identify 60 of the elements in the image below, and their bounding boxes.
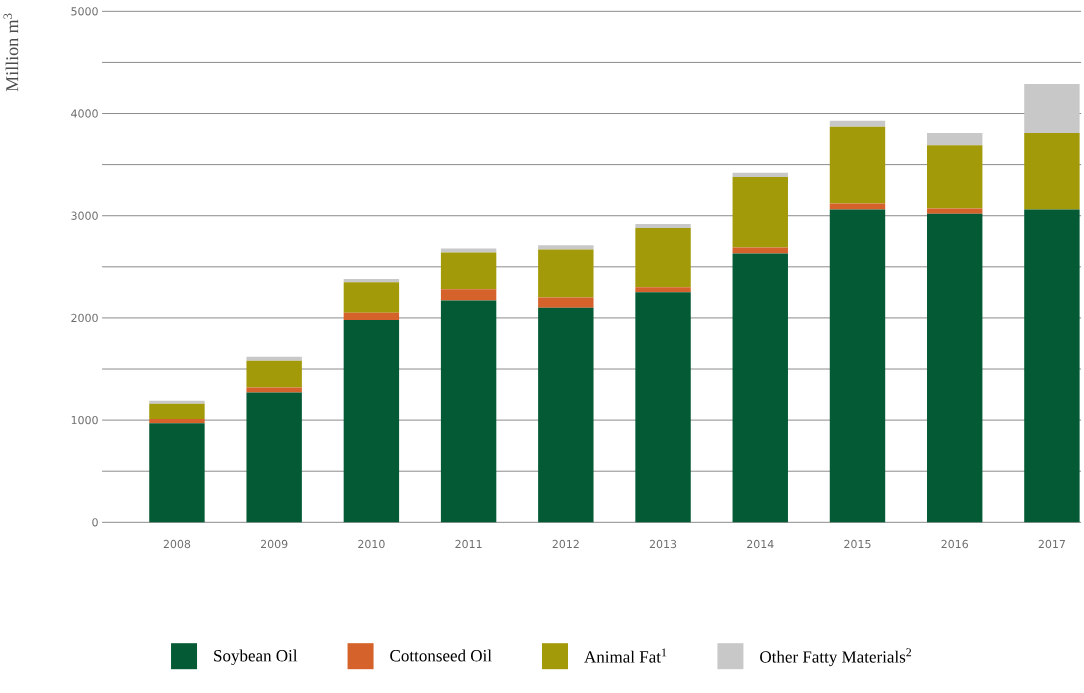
- bar: [246, 356, 302, 361]
- bar: [343, 319, 400, 523]
- bar: [732, 253, 788, 523]
- x-tick-label: 2017: [1038, 539, 1065, 549]
- bar: [829, 126, 886, 204]
- x-tick-label: 2015: [844, 539, 871, 549]
- bar: [1024, 209, 1080, 523]
- bar: [538, 297, 594, 308]
- bar: [343, 279, 400, 283]
- x-tick-label: 2008: [163, 539, 191, 549]
- bar: [829, 203, 886, 210]
- x-tick-label: 2016: [941, 539, 968, 549]
- bar: [1024, 132, 1080, 210]
- bar: [926, 145, 983, 209]
- y-tick-label: 5000: [71, 7, 98, 16]
- bar: [149, 423, 205, 523]
- bar: [538, 249, 594, 298]
- legend-label: Cottonseed Oil: [390, 649, 492, 662]
- bar: [635, 227, 691, 288]
- bar: [538, 245, 594, 250]
- bar: [829, 209, 886, 523]
- bar: [343, 282, 400, 313]
- bar: [440, 252, 497, 290]
- bar: [149, 403, 205, 420]
- bar: [635, 223, 691, 228]
- x-tick-label: 2013: [649, 539, 677, 549]
- y-axis-title: Million m$^{3}$: [3, 13, 19, 92]
- bar: [732, 247, 788, 254]
- x-tick-label: 2011: [455, 539, 482, 549]
- bar: [440, 300, 497, 523]
- bar: [343, 312, 400, 320]
- legend-label: Soybean Oil: [214, 649, 298, 666]
- bar: [635, 287, 691, 293]
- bar: [926, 132, 983, 146]
- bar: [538, 307, 594, 523]
- bar: [149, 400, 205, 404]
- bar: [635, 292, 691, 523]
- bar: [149, 419, 205, 424]
- bar: [246, 360, 302, 388]
- x-tick-label: 2014: [747, 539, 774, 549]
- bar: [926, 208, 983, 214]
- bar: [1024, 83, 1080, 133]
- bar: [440, 248, 497, 253]
- y-tick-label: 1000: [71, 415, 98, 425]
- x-tick-label: 2010: [358, 539, 385, 549]
- y-tick-label: 3000: [71, 211, 98, 220]
- bar: [829, 120, 886, 127]
- bar: [246, 387, 302, 393]
- legend-label: Other Fatty Materials$^{2}$: [760, 648, 912, 667]
- bar: [440, 289, 497, 301]
- x-tick-label: 2009: [260, 539, 288, 549]
- legend-label: Animal Fat$^{1}$: [584, 648, 667, 663]
- bar: [246, 392, 302, 523]
- bar: [732, 172, 788, 177]
- y-tick-label: 4000: [71, 109, 98, 118]
- x-tick-label: 2012: [552, 539, 579, 549]
- y-tick-label: 0: [92, 518, 98, 527]
- bar: [926, 213, 983, 523]
- bar: [732, 176, 788, 248]
- y-tick-label: 2000: [71, 313, 98, 323]
